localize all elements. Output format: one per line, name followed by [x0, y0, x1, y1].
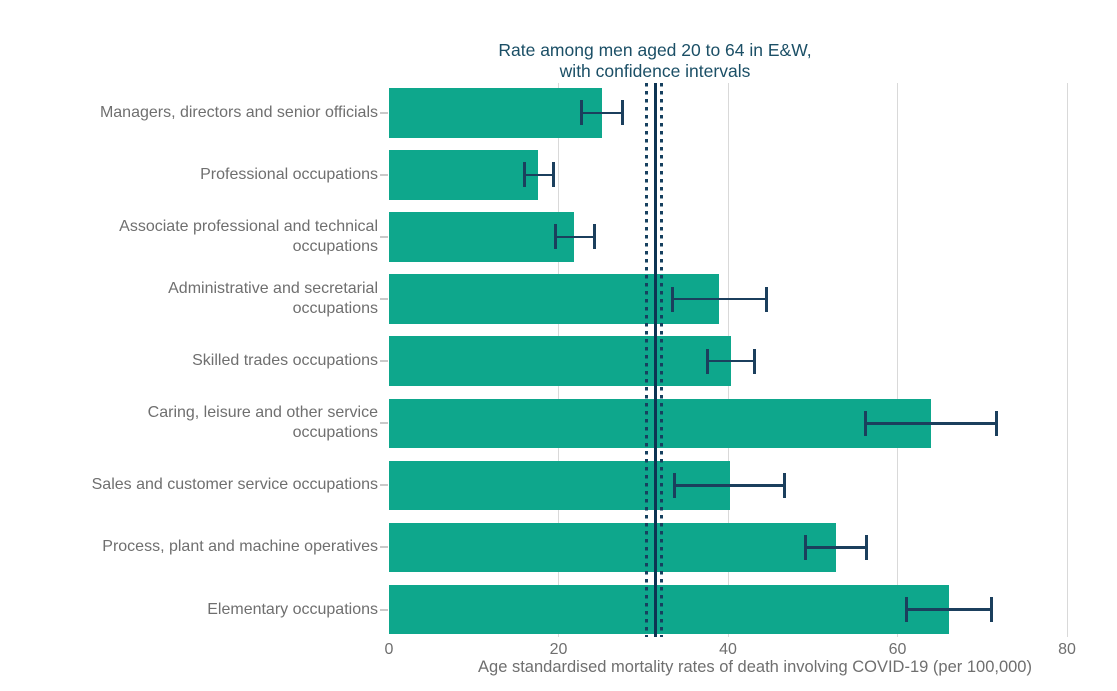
category-label: Professional occupations [200, 165, 378, 183]
error-bar-cap-high [765, 286, 769, 312]
error-bar-cap-low [553, 224, 557, 250]
y-axis-tick [380, 608, 388, 611]
x-tick-label: 80 [1058, 641, 1076, 658]
x-tick-label: 20 [549, 641, 568, 658]
error-bar-cap-high [551, 162, 555, 188]
x-tick-label: 0 [384, 641, 394, 658]
error-bar-cap-high [752, 348, 756, 374]
error-bar-cap-low [670, 286, 674, 312]
error-bar-line [865, 422, 997, 425]
bar [389, 274, 719, 324]
error-bar-cap-low [579, 100, 583, 126]
chart-title-line-1: Rate among men aged 20 to 64 in E&W, [498, 40, 812, 60]
error-bar-cap-high [990, 597, 994, 623]
gridline [1066, 83, 1068, 637]
y-axis-tick [380, 546, 388, 549]
error-bar-line [524, 173, 554, 177]
error-bar-cap-low [673, 472, 677, 498]
error-bar-cap-low [523, 162, 527, 188]
error-bar-cap-high [592, 224, 596, 250]
category-label-line: Associate professional and technical [119, 217, 378, 235]
y-axis-tick [380, 173, 388, 176]
y-axis-tick [380, 235, 388, 238]
category-label-line: Caring, leisure and other service [147, 404, 378, 422]
category-label: Skilled trades occupations [192, 352, 378, 370]
x-tick-label: 40 [719, 641, 737, 658]
bar [389, 336, 732, 386]
category-label: Elementary occupations [207, 600, 378, 618]
chart-title-line-2: with confidence intervals [559, 61, 751, 81]
error-bar-line [805, 546, 867, 549]
error-bar-line [581, 111, 623, 114]
error-bar-line [674, 484, 785, 487]
gridline [897, 83, 899, 637]
error-bar-cap-high [995, 410, 999, 436]
category-label: Sales and customer service occupations [91, 476, 378, 494]
y-axis-tick [380, 111, 388, 114]
reference-line-solid [653, 83, 657, 637]
error-bar-cap-low [706, 348, 710, 374]
category-label: Managers, directors and senior officials [99, 103, 378, 121]
y-axis-tick [380, 360, 388, 363]
bar [389, 212, 574, 262]
bar [389, 584, 950, 635]
bar [389, 88, 602, 138]
category-label-line: occupations [292, 300, 378, 318]
category-label: Process, plant and machine operatives [102, 538, 378, 556]
reference-line-dotted [660, 83, 664, 637]
error-bar-line [672, 297, 767, 301]
bar [389, 398, 932, 448]
y-axis-tick [380, 484, 388, 487]
error-bar-line [707, 359, 755, 363]
error-bar-cap-low [863, 410, 867, 436]
error-bar-line [906, 608, 992, 611]
bar [389, 522, 836, 573]
category-label: Associate professional and technical occu… [119, 217, 378, 257]
error-bar-cap-low [803, 534, 807, 560]
error-bar-cap-high [783, 472, 787, 498]
chart-title: Rate among men aged 20 to 64 in E&W, wit… [498, 40, 811, 82]
y-axis-tick [380, 298, 388, 301]
category-label-line: occupations [292, 424, 378, 442]
error-bar-line [555, 235, 595, 239]
category-label-line: occupations [292, 237, 378, 255]
category-label: Administrative and secretarial occupation… [168, 279, 378, 319]
error-bar-cap-high [864, 534, 868, 560]
bar [389, 150, 539, 200]
error-bar-cap-high [620, 100, 624, 126]
error-bar-cap-low [905, 597, 909, 623]
category-label-line: Administrative and secretarial [168, 280, 378, 298]
y-axis-tick [380, 422, 388, 425]
bar [389, 460, 730, 511]
x-tick-label: 60 [888, 641, 907, 658]
x-axis-title: Age standardised mortality rates of deat… [478, 658, 1032, 676]
reference-line-dotted [645, 83, 649, 637]
category-label: Caring, leisure and other service occupat… [148, 403, 378, 443]
